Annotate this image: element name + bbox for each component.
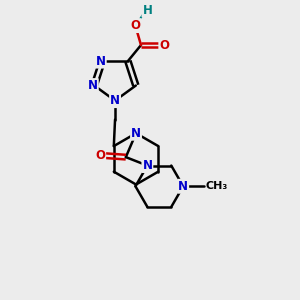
Text: N: N	[96, 55, 106, 68]
Text: N: N	[142, 159, 152, 172]
Text: N: N	[131, 127, 141, 140]
Text: N: N	[110, 94, 120, 107]
Text: N: N	[88, 79, 98, 92]
Text: H: H	[142, 4, 152, 16]
Text: O: O	[159, 39, 169, 52]
Text: O: O	[95, 149, 105, 162]
Text: CH₃: CH₃	[206, 181, 228, 191]
Text: O: O	[131, 19, 141, 32]
Text: N: N	[178, 180, 188, 193]
